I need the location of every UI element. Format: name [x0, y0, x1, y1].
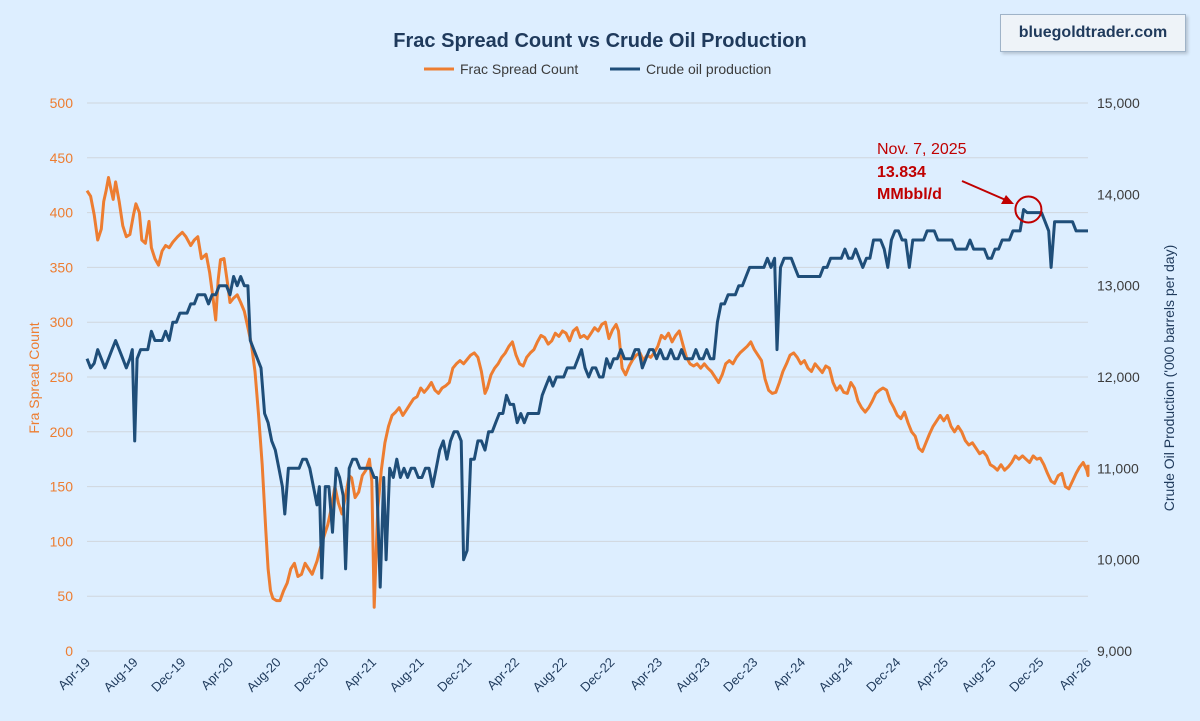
left-tick-label: 350: [50, 259, 74, 275]
chart-title: Frac Spread Count vs Crude Oil Productio…: [393, 30, 806, 52]
right-axis-label: Crude Oil Production ('000 barrels per d…: [1161, 245, 1177, 511]
left-tick-label: 100: [50, 533, 74, 549]
legend-label-frac: Frac Spread Count: [460, 61, 578, 77]
right-tick-label: 14,000: [1097, 186, 1140, 202]
right-tick-label: 11,000: [1097, 460, 1139, 476]
series-crude-oil-production: [85, 208, 1089, 589]
left-tick-label: 150: [50, 479, 74, 495]
left-tick-label: 200: [50, 424, 74, 440]
left-axis-ticks: 0 50 100 150 200 250 300 350 400 450 500: [50, 95, 74, 659]
annotation-arrow-head: [1001, 195, 1014, 204]
right-tick-label: 9,000: [1097, 643, 1132, 659]
brand-badge: bluegoldtrader.com: [1000, 14, 1186, 52]
left-tick-label: 400: [50, 205, 74, 221]
right-tick-label: 15,000: [1097, 95, 1140, 111]
right-tick-label: 10,000: [1097, 552, 1140, 568]
series-frac-spread-count: [85, 176, 1090, 609]
legend: Frac Spread Count Crude oil production: [424, 61, 771, 77]
left-tick-label: 450: [50, 150, 74, 166]
annotation-arrow: [961, 180, 1009, 202]
left-tick-label: 300: [50, 314, 74, 330]
left-tick-label: 0: [65, 643, 73, 659]
left-axis-label: Fra Spread Count: [26, 322, 42, 433]
left-tick-label: 50: [57, 588, 73, 604]
annotation-circle: [1014, 195, 1043, 224]
annotation-date: Nov. 7, 2025: [877, 141, 967, 158]
annotation-unit: MMbbl/d: [877, 186, 942, 203]
right-tick-label: 13,000: [1097, 278, 1140, 294]
annotation-value: 13.834: [877, 164, 926, 181]
left-tick-label: 250: [50, 369, 74, 385]
legend-label-oil: Crude oil production: [646, 61, 771, 77]
annotation: Nov. 7, 2025 13.834 MMbbl/d: [877, 141, 1043, 224]
right-axis-ticks: 9,000 10,000 11,000 12,000 13,000 14,000 15,00…: [1097, 95, 1140, 659]
right-tick-label: 12,000: [1097, 369, 1140, 385]
left-tick-label: 500: [50, 95, 74, 111]
